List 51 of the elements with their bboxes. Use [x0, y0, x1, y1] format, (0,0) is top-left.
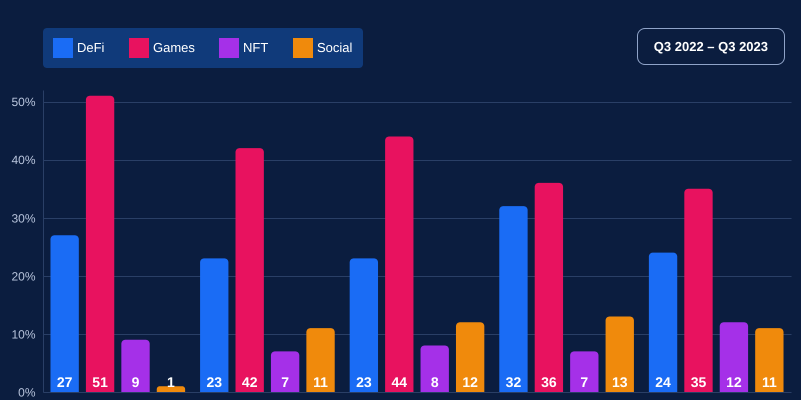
bar [156, 386, 186, 392]
data-label: 7 [281, 374, 290, 390]
data-label: 24 [655, 374, 672, 390]
y-tick-label: 40% [11, 153, 36, 168]
y-tick-label: 50% [11, 95, 36, 110]
bar [200, 258, 228, 392]
data-label: 8 [430, 374, 439, 390]
data-label: 12 [462, 374, 478, 390]
bar [350, 258, 378, 392]
data-label: 44 [391, 374, 408, 390]
data-label: 32 [506, 374, 522, 390]
data-label: 51 [92, 374, 108, 390]
data-label: 9 [132, 374, 140, 390]
bar [606, 316, 634, 392]
bar [385, 136, 414, 392]
bar [420, 346, 449, 392]
bar [306, 328, 335, 392]
bar [456, 322, 484, 392]
bar [236, 148, 264, 392]
legend-label: NFT [243, 40, 268, 55]
bar [270, 351, 300, 392]
data-label: 36 [541, 374, 557, 390]
bar [720, 322, 748, 392]
bar [121, 340, 150, 392]
data-label: 11 [762, 374, 777, 390]
data-label: 23 [206, 374, 222, 390]
y-tick-label: 0% [18, 386, 36, 400]
data-label: 35 [690, 374, 706, 390]
bar [684, 188, 713, 392]
bar [755, 328, 784, 392]
data-label: 12 [726, 374, 742, 390]
text: Q3 2022 – Q3 2023 [636, 28, 785, 65]
data-label: 1 [167, 374, 176, 390]
y-tick-label: 30% [11, 211, 36, 226]
y-tick-label: 10% [11, 327, 36, 342]
bar [50, 235, 79, 392]
data-label: 27 [56, 374, 73, 390]
y-tick-label: 20% [11, 269, 36, 284]
bar [570, 351, 598, 392]
bar [648, 252, 678, 392]
data-label: 11 [313, 374, 328, 390]
legend-label: Social [317, 40, 353, 55]
bar [499, 206, 528, 392]
data-label: 42 [242, 374, 258, 390]
data-label: 7 [580, 374, 588, 390]
data-label: 23 [356, 374, 372, 390]
bar [86, 96, 114, 392]
legend-label: Games [153, 40, 196, 55]
legend-label: DeFi [77, 40, 105, 55]
bar [534, 182, 564, 392]
data-label: 13 [612, 374, 628, 390]
